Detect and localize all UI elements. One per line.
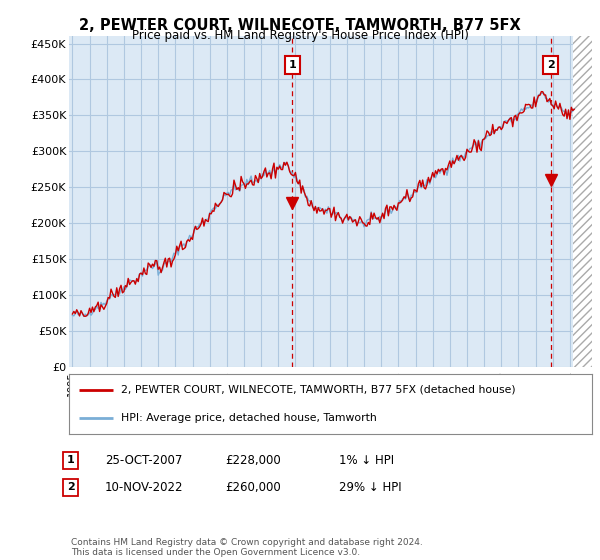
Text: 1: 1 (67, 455, 74, 465)
Bar (573, 36, 592, 367)
Text: Price paid vs. HM Land Registry's House Price Index (HPI): Price paid vs. HM Land Registry's House … (131, 29, 469, 42)
Bar (573, 36, 592, 367)
Text: HPI: Average price, detached house, Tamworth: HPI: Average price, detached house, Tamw… (121, 413, 377, 423)
Text: 1: 1 (289, 60, 296, 70)
Text: 29% ↓ HPI: 29% ↓ HPI (339, 480, 401, 494)
Text: 2: 2 (547, 60, 554, 70)
Text: 1% ↓ HPI: 1% ↓ HPI (339, 454, 394, 467)
Text: 2, PEWTER COURT, WILNECOTE, TAMWORTH, B77 5FX: 2, PEWTER COURT, WILNECOTE, TAMWORTH, B7… (79, 18, 521, 33)
Text: £228,000: £228,000 (225, 454, 281, 467)
Text: 2, PEWTER COURT, WILNECOTE, TAMWORTH, B77 5FX (detached house): 2, PEWTER COURT, WILNECOTE, TAMWORTH, B7… (121, 385, 516, 395)
Text: 10-NOV-2022: 10-NOV-2022 (105, 480, 184, 494)
Text: £260,000: £260,000 (225, 480, 281, 494)
Text: 2: 2 (67, 482, 74, 492)
Text: Contains HM Land Registry data © Crown copyright and database right 2024.
This d: Contains HM Land Registry data © Crown c… (71, 538, 422, 557)
Text: 25-OCT-2007: 25-OCT-2007 (105, 454, 182, 467)
